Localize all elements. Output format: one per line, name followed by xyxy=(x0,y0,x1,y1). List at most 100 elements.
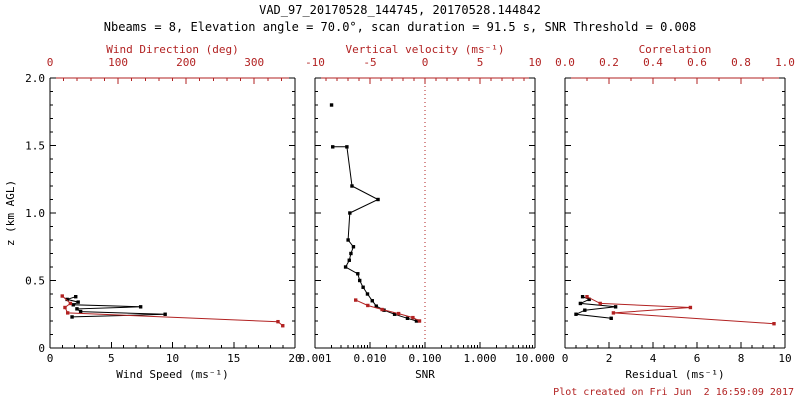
wind-speed-marker xyxy=(163,312,167,316)
residual-marker xyxy=(580,295,585,299)
bottom-tick-label: 6 xyxy=(694,352,701,365)
bottom-axis-label: Residual (ms⁻¹) xyxy=(625,368,724,381)
bottom-tick-label: 20 xyxy=(288,352,301,365)
y-tick-label: 2.0 xyxy=(25,72,45,85)
snr-marker xyxy=(365,292,370,296)
wind-speed-marker xyxy=(65,297,69,302)
top-tick-label: 200 xyxy=(176,56,196,69)
bottom-tick-label: 0.010 xyxy=(353,352,386,365)
top-axis-label: Vertical velocity (ms⁻¹) xyxy=(346,43,505,56)
bottom-tick-label: 1.000 xyxy=(463,352,496,365)
snr-series xyxy=(329,103,419,323)
bottom-tick-label: 0 xyxy=(562,352,569,365)
residual-marker xyxy=(583,308,587,312)
snr-marker xyxy=(346,238,350,242)
y-tick-label: 1.0 xyxy=(25,207,45,220)
wind-speed-series xyxy=(65,295,167,319)
bottom-tick-label: 4 xyxy=(650,352,657,365)
wind-direction-marker xyxy=(276,319,280,324)
top-tick-label: 10 xyxy=(528,56,541,69)
snr-marker xyxy=(329,103,334,107)
top-tick-label: 100 xyxy=(108,56,128,69)
residual-series xyxy=(574,295,618,320)
residual-panel: 0 2 4 6 8 10 Residual (ms⁻¹) 0.0 0.2 0.4 0.6 0.8 1.0… xyxy=(555,43,795,381)
plot-subtitle: Nbeams = 8, Elevation angle = 70.0°, sca… xyxy=(103,20,697,34)
wind-direction-marker xyxy=(63,305,67,310)
snr-marker xyxy=(347,258,351,262)
bottom-tick-label: 10 xyxy=(778,352,791,365)
top-tick-label: 0.2 xyxy=(599,56,619,69)
y-tick-label: 1.5 xyxy=(25,140,45,153)
residual-marker xyxy=(578,301,583,306)
top-tick-label: 0.8 xyxy=(731,56,751,69)
plot-created-timestamp: Plot created on Fri Jun 2 16:59:09 2017 xyxy=(553,387,794,398)
top-tick-label: 300 xyxy=(244,56,264,69)
top-tick-label: 0 xyxy=(47,56,54,69)
snr-marker xyxy=(376,197,380,202)
correlation-marker xyxy=(772,322,776,326)
bottom-tick-label: 8 xyxy=(738,352,745,365)
y-tick-label: 0.5 xyxy=(25,275,45,288)
top-tick-label: 1.0 xyxy=(775,56,795,69)
wind-speed-marker xyxy=(71,303,75,307)
snr-marker xyxy=(356,272,360,276)
snr-marker xyxy=(343,265,348,269)
residual-marker xyxy=(613,305,618,309)
wind-speed-marker xyxy=(76,300,80,304)
y-axis-label: z (km AGL) xyxy=(4,180,17,246)
vertical-velocity-marker xyxy=(380,307,384,312)
wind-direction-marker xyxy=(281,324,285,328)
top-axis-label: Wind Direction (deg) xyxy=(106,43,238,56)
vertical-velocity-marker xyxy=(366,303,370,308)
snr-marker xyxy=(358,278,362,283)
snr-marker xyxy=(348,211,352,215)
residual-marker xyxy=(587,297,591,302)
snr-panel: 0.001 0.010 0.100 1.000 10.000 SNR -10 -5 0 5 10 Ve… xyxy=(298,43,554,381)
wind-direction-marker xyxy=(68,301,73,306)
wind-direction-marker xyxy=(60,294,64,298)
top-tick-label: 5 xyxy=(477,56,484,69)
bottom-tick-label: 10.000 xyxy=(515,352,555,365)
bottom-tick-label: 5 xyxy=(108,352,115,365)
vertical-velocity-marker xyxy=(417,319,422,323)
vertical-velocity-series xyxy=(354,298,422,323)
snr-marker xyxy=(331,145,335,149)
top-tick-label: 0.6 xyxy=(687,56,707,69)
vertical-velocity-marker xyxy=(354,298,358,302)
snr-marker xyxy=(370,299,374,303)
bottom-tick-label: 15 xyxy=(227,352,240,365)
correlation-marker xyxy=(611,311,616,315)
wind-direction-series xyxy=(60,294,285,328)
snr-marker xyxy=(392,312,397,316)
wind-speed-marker xyxy=(70,315,74,319)
bottom-tick-label: 0.100 xyxy=(408,352,441,365)
top-tick-label: 0.0 xyxy=(555,56,575,69)
wind-panel: 0 5 10 15 20 Wind Speed (ms⁻¹) 0 100 200 300 Wind … xyxy=(4,43,302,381)
correlation-marker xyxy=(598,301,602,306)
y-tick-label: 0 xyxy=(38,342,45,355)
bottom-tick-label: 0.001 xyxy=(298,352,331,365)
snr-marker xyxy=(361,285,365,289)
bottom-tick-label: 0 xyxy=(47,352,54,365)
bottom-tick-label: 2 xyxy=(606,352,613,365)
top-tick-label: -5 xyxy=(363,56,376,69)
snr-marker xyxy=(345,145,349,149)
top-tick-label: -10 xyxy=(305,56,325,69)
snr-marker xyxy=(350,184,354,188)
snr-marker xyxy=(414,319,419,323)
snr-marker xyxy=(405,316,410,320)
correlation-marker xyxy=(585,295,589,299)
residual-marker xyxy=(574,312,578,316)
snr-marker xyxy=(374,304,378,308)
wind-speed-marker xyxy=(138,305,143,309)
top-tick-label: 0.4 xyxy=(643,56,663,69)
bottom-axis-label: Wind Speed (ms⁻¹) xyxy=(116,368,229,381)
vertical-velocity-marker xyxy=(411,315,415,320)
wind-speed-marker xyxy=(78,309,83,314)
wind-speed-marker xyxy=(75,307,79,311)
snr-marker xyxy=(349,251,353,256)
plot-title: VAD_97_20170528_144745, 20170528.144842 xyxy=(259,3,541,17)
wind-direction-marker xyxy=(65,311,70,315)
